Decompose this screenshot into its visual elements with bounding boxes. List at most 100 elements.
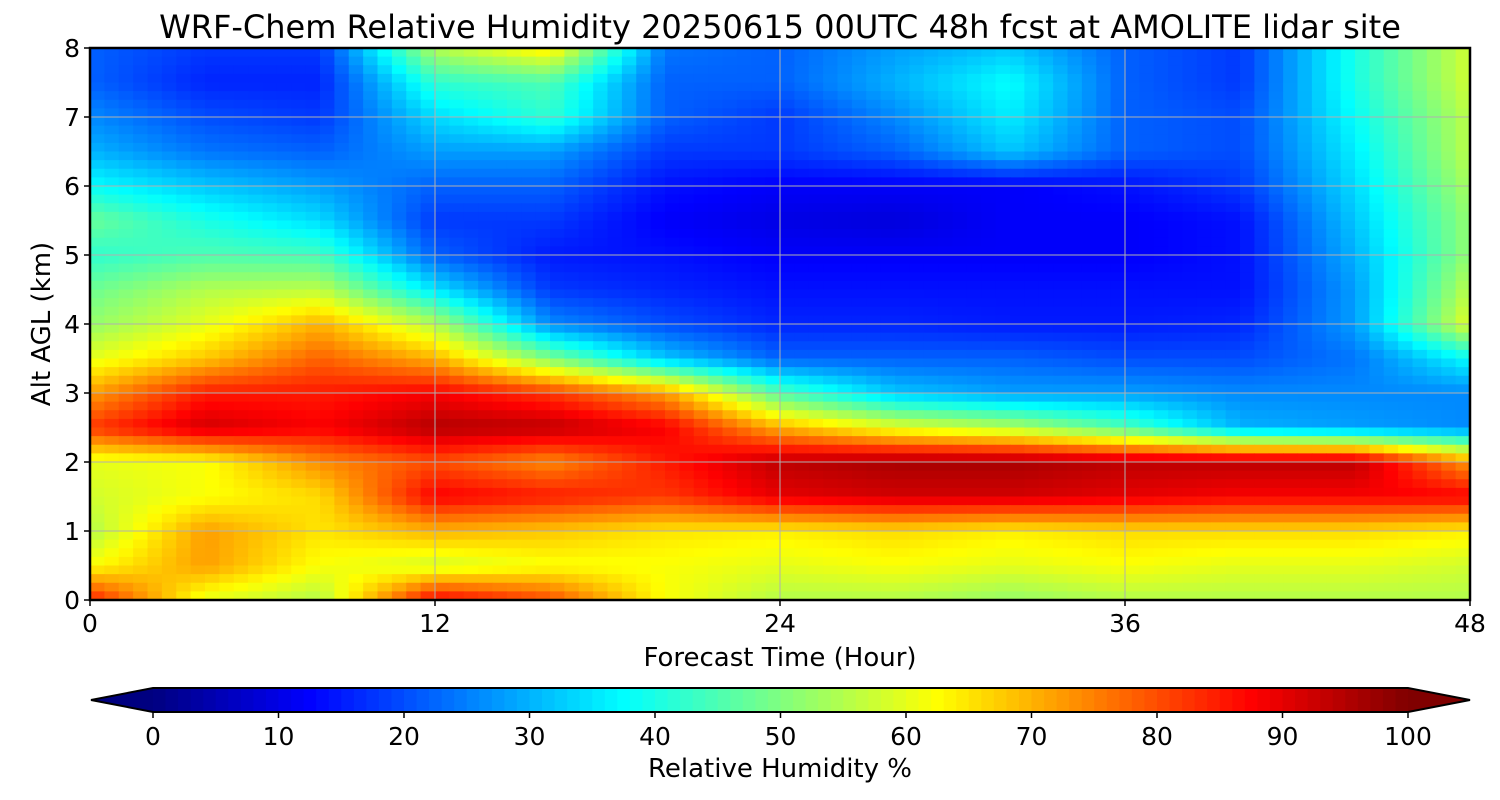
heatmap-cell (262, 56, 278, 66)
heatmap-cell (895, 358, 910, 368)
heatmap-cell (1340, 427, 1356, 437)
heatmap-cell (823, 306, 839, 316)
heatmap-cell (1455, 194, 1470, 204)
heatmap-cell (1211, 341, 1227, 351)
heatmap-cell (248, 332, 264, 342)
heatmap-cell (1067, 263, 1083, 273)
heatmap-cell (1038, 384, 1054, 394)
heatmap-cell (420, 246, 436, 256)
heatmap-cell (1340, 470, 1356, 480)
heatmap-cell (636, 56, 652, 66)
heatmap-cell (736, 384, 752, 394)
heatmap-cell (1254, 462, 1270, 472)
heatmap-cell (636, 427, 652, 437)
heatmap-cell (621, 211, 637, 222)
heatmap-cell (348, 65, 364, 75)
heatmap-cell (363, 289, 379, 299)
heatmap-cell (1398, 393, 1414, 403)
heatmap-cell (909, 479, 925, 489)
heatmap-cell (147, 82, 163, 92)
heatmap-cell (765, 263, 781, 273)
heatmap-cell (1067, 341, 1083, 351)
heatmap-cell (808, 82, 824, 92)
heatmap-cell (521, 324, 537, 334)
heatmap-cell (880, 91, 896, 101)
heatmap-cell (952, 384, 968, 394)
heatmap-cell (1240, 177, 1255, 187)
heatmap-cell (118, 142, 134, 153)
heatmap-cell (420, 186, 436, 196)
heatmap-cell (679, 160, 695, 170)
heatmap-cell (1297, 48, 1313, 58)
heatmap-cell (880, 436, 896, 446)
heatmap-cell (1153, 211, 1169, 222)
heatmap-cell (1153, 479, 1169, 489)
heatmap-cell (823, 125, 839, 135)
heatmap-cell (780, 220, 795, 230)
heatmap-cell (1010, 341, 1025, 351)
heatmap-cell (1139, 186, 1155, 196)
heatmap-cell (1240, 168, 1255, 178)
heatmap-cell (435, 315, 450, 325)
heatmap-cell (851, 324, 867, 334)
heatmap-cell (851, 99, 867, 109)
heatmap-cell (1412, 220, 1428, 230)
heatmap-cell (133, 186, 149, 196)
heatmap-cell (1096, 48, 1112, 58)
heatmap-cell (1110, 263, 1126, 273)
heatmap-cell (190, 56, 206, 66)
heatmap-cell (334, 255, 350, 265)
heatmap-cell (262, 186, 278, 196)
heatmap-cell (377, 298, 393, 308)
heatmap-cell (751, 56, 767, 66)
heatmap-cell (1182, 73, 1198, 84)
heatmap-cell (880, 186, 896, 196)
heatmap-cell (535, 453, 551, 463)
heatmap-cell (276, 220, 292, 230)
heatmap-cell (607, 410, 623, 420)
heatmap-cell (205, 453, 220, 463)
heatmap-cell (161, 82, 177, 92)
heatmap-cell (923, 384, 939, 394)
heatmap-cell (463, 358, 479, 368)
heatmap-cell (320, 194, 335, 204)
heatmap-cell (1110, 332, 1126, 342)
heatmap-cell (449, 436, 465, 446)
heatmap-cell (521, 289, 537, 299)
heatmap-cell (1024, 453, 1040, 463)
heatmap-cell (780, 48, 795, 58)
heatmap-cell (1355, 91, 1370, 101)
heatmap-cell (1398, 263, 1414, 273)
heatmap-cell (938, 125, 954, 135)
heatmap-cell (1153, 470, 1169, 480)
heatmap-cell (1355, 142, 1370, 153)
heatmap-cell (1225, 341, 1241, 351)
heatmap-cell (1426, 255, 1442, 265)
heatmap-cell (348, 168, 364, 178)
heatmap-cell (305, 194, 321, 204)
heatmap-cell (1426, 315, 1442, 325)
heatmap-cell (1096, 487, 1112, 498)
heatmap-cell (1168, 418, 1184, 429)
heatmap-cell (578, 65, 594, 75)
heatmap-cell (751, 82, 767, 92)
heatmap-cell (1096, 134, 1112, 144)
heatmap-cell (1125, 401, 1140, 411)
heatmap-cell (463, 117, 479, 127)
heatmap-cell (866, 73, 882, 84)
heatmap-cell (851, 341, 867, 351)
heatmap-cell (1182, 255, 1198, 265)
heatmap-cell (607, 177, 623, 187)
heatmap-cell (650, 470, 666, 480)
heatmap-cell (808, 255, 824, 265)
heatmap-cell (104, 315, 120, 325)
heatmap-cell (1283, 91, 1299, 101)
heatmap-cell (1441, 108, 1457, 118)
heatmap-cell (693, 237, 709, 247)
heatmap-cell (478, 203, 494, 213)
heatmap-cell (1211, 332, 1227, 342)
heatmap-cell (823, 358, 839, 368)
heatmap-cell (535, 237, 551, 247)
heatmap-cell (147, 332, 163, 342)
heatmap-cell (406, 298, 422, 308)
